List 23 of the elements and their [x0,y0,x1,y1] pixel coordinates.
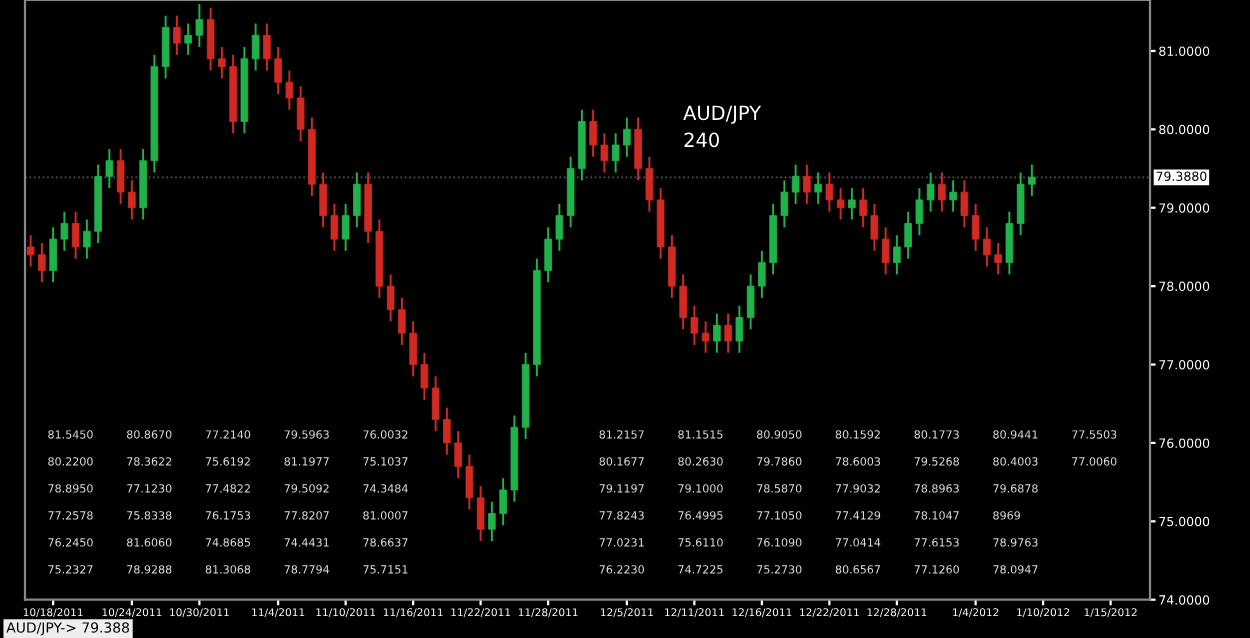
candlestick [960,179,969,229]
candlestick [814,171,822,205]
candlestick [881,226,890,276]
text: 240 [684,132,719,148]
candlestick [161,14,170,80]
candlestick [803,163,811,205]
candlestick [836,187,845,221]
candlestick [938,171,946,213]
text: AUD/JPY [683,105,762,124]
candlestick [848,187,856,221]
candlestick [1005,210,1014,276]
candlestick [791,163,800,205]
candlestick [724,312,732,354]
candlestick [735,304,744,354]
candlestick [949,179,957,213]
candlestick [173,14,181,56]
candlestick [251,22,260,72]
candlestick [926,171,935,213]
candlestick [476,485,485,542]
candlestick [701,320,710,354]
candlestick [713,312,721,354]
candlestick [71,210,80,260]
candlestick [825,171,834,213]
